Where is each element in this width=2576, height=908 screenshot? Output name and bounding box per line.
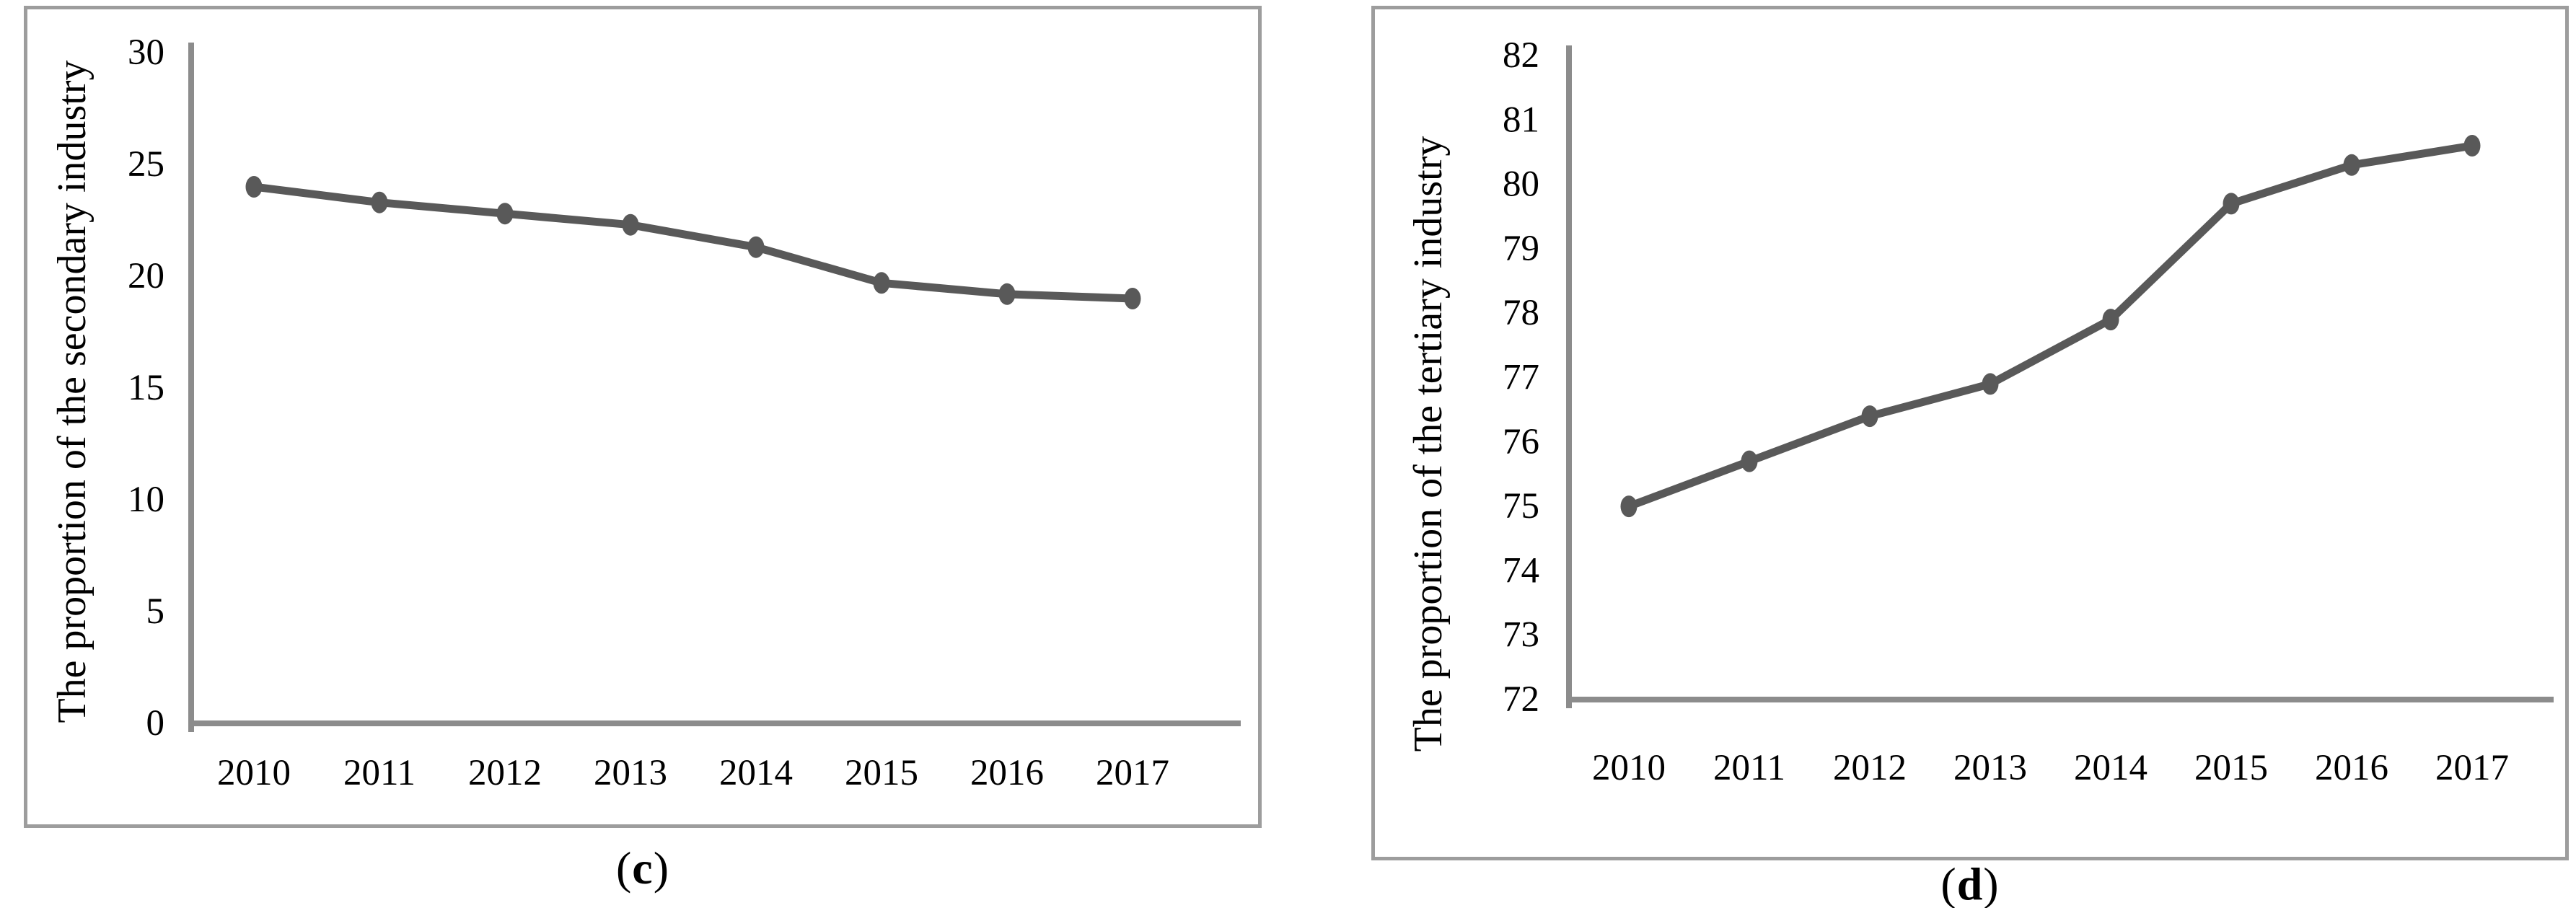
caption-d-paren-open: ( xyxy=(1940,858,1957,908)
data-point xyxy=(2343,154,2360,176)
data-point xyxy=(747,236,765,258)
chart-panel-secondary-industry: 30 25 20 15 10 5 0 2010 2011 2012 2013 2014 2015 2016… xyxy=(24,6,1262,828)
caption-c-letter: c xyxy=(632,842,654,894)
x-tick-label: 2011 xyxy=(343,753,416,793)
x-tick-label: 2015 xyxy=(2194,748,2268,788)
x-tick-label: 2014 xyxy=(719,753,793,793)
y-tick-label: 30 xyxy=(128,32,164,73)
y-tick-label: 81 xyxy=(1503,100,1539,140)
x-tick-label: 2012 xyxy=(1833,748,1907,788)
caption-c-paren-open: ( xyxy=(615,842,633,894)
x-tick-label: 2012 xyxy=(468,753,542,793)
chart-panel-tertiary-industry: 82 81 80 79 78 77 76 75 74 73 72 2010 2011 2012 2013 20… xyxy=(1371,6,2569,860)
x-tick-label: 2011 xyxy=(1713,748,1785,788)
data-point xyxy=(2463,135,2481,157)
y-tick-label: 76 xyxy=(1503,422,1539,462)
y-tick-label: 72 xyxy=(1503,679,1539,720)
y-tick-label: 25 xyxy=(128,144,164,185)
y-tick-label: 20 xyxy=(128,256,164,296)
y-tick-label: 0 xyxy=(146,703,165,744)
data-point xyxy=(1741,450,1758,472)
y-tick-label: 10 xyxy=(128,480,164,520)
x-tick-label: 2013 xyxy=(1953,748,2027,788)
data-point xyxy=(1124,288,1141,309)
series-line xyxy=(1625,141,2476,511)
data-point xyxy=(1620,495,1638,518)
x-tick-label: 2015 xyxy=(845,753,918,793)
y-tick-label: 15 xyxy=(128,368,164,408)
data-point xyxy=(1861,405,1878,428)
caption-c: (c) xyxy=(24,845,1262,891)
data-point xyxy=(371,191,388,213)
y-tick-label: 77 xyxy=(1503,358,1539,398)
x-tick-label: 2016 xyxy=(970,753,1044,793)
y-tick-label: 78 xyxy=(1503,293,1539,333)
x-tick-label: 2016 xyxy=(2315,748,2388,788)
data-point xyxy=(873,272,890,294)
y-tick-label: 5 xyxy=(146,591,165,632)
data-point xyxy=(998,283,1016,305)
tertiary-industry-line-chart: 82 81 80 79 78 77 76 75 74 73 72 2010 2011 2012 2013 20… xyxy=(1406,35,2554,788)
data-point xyxy=(245,176,263,198)
y-tick-label: 75 xyxy=(1503,486,1539,526)
x-tick-label: 2017 xyxy=(1096,753,1169,793)
data-point xyxy=(496,203,514,225)
data-point xyxy=(2102,309,2119,331)
x-tick-label: 2010 xyxy=(217,753,291,793)
x-tick-label: 2014 xyxy=(2074,748,2148,788)
y-tick-label: 79 xyxy=(1503,229,1539,269)
caption-d-paren-close: ) xyxy=(1983,858,2000,908)
series-line xyxy=(250,182,1137,303)
caption-d-letter: d xyxy=(1956,858,1984,908)
x-tick-label: 2010 xyxy=(1592,748,1666,788)
x-tick-label: 2013 xyxy=(594,753,667,793)
y-axis-title: The proportion of the tertiary industry xyxy=(1406,136,1451,752)
data-point xyxy=(1982,373,1999,395)
y-tick-label: 80 xyxy=(1503,164,1539,205)
x-tick-label: 2017 xyxy=(2435,748,2509,788)
data-point xyxy=(622,213,639,236)
caption-d: (d) xyxy=(1371,861,2569,907)
y-axis-title: The proportion of the secondary industry xyxy=(50,60,94,723)
y-tick-label: 82 xyxy=(1503,35,1539,76)
y-tick-label: 74 xyxy=(1503,550,1539,591)
y-tick-label: 73 xyxy=(1503,615,1539,656)
caption-c-paren-close: ) xyxy=(653,842,670,894)
data-point xyxy=(2223,193,2240,215)
